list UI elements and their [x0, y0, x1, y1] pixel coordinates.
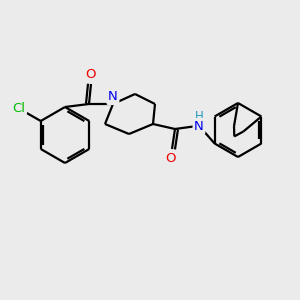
- Text: N: N: [108, 91, 118, 103]
- Text: H: H: [195, 110, 203, 122]
- Text: O: O: [166, 152, 176, 164]
- Text: Cl: Cl: [12, 103, 25, 116]
- Text: N: N: [194, 119, 204, 133]
- Text: O: O: [86, 68, 96, 82]
